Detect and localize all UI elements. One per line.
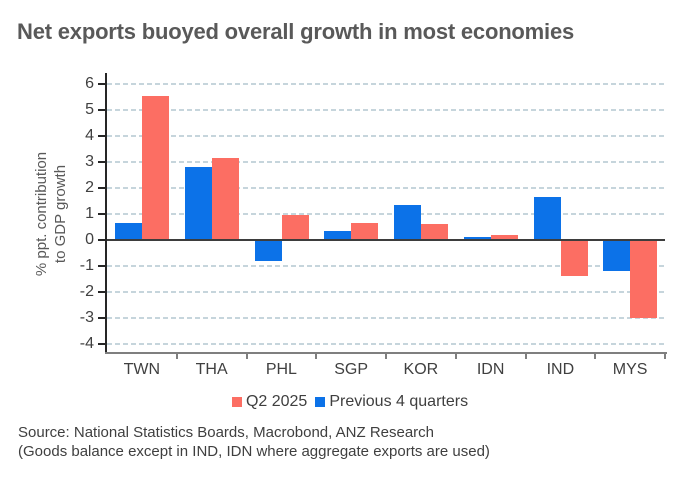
x-tick-mark — [175, 354, 178, 359]
bar-idn-previous-4-quarters — [463, 237, 491, 240]
source-line2: (Goods balance except in IND, IDN where … — [18, 443, 490, 460]
y-tick-label: -3 — [79, 308, 94, 326]
bar-tha-previous-4-quarters — [184, 167, 212, 240]
y-tick-mark — [98, 135, 105, 138]
x-tick-label-ind: IND — [546, 361, 575, 378]
legend-swatch-icon — [231, 397, 242, 407]
x-tick-label-twn: TWN — [123, 361, 161, 378]
chart-title: Net exports buoyed overall growth in mos… — [17, 19, 575, 44]
gridline-y3 — [107, 161, 665, 164]
legend: Q2 2025 Previous 4 quarters — [0, 393, 700, 411]
y-tick-mark — [98, 213, 105, 215]
gridline-y5 — [107, 109, 665, 112]
gridline-y-4 — [107, 342, 665, 345]
y-tick-label: 0 — [85, 230, 94, 248]
x-axis-line — [105, 352, 667, 354]
y-tick-label: -2 — [79, 282, 94, 300]
zero-line — [107, 238, 665, 241]
y-axis-line — [105, 73, 107, 354]
y-tick-mark — [98, 264, 105, 267]
bar-mys-q2-2025 — [630, 239, 658, 318]
y-tick-label: 6 — [85, 75, 94, 93]
gridline-y-2 — [107, 290, 665, 293]
legend-item-previous-4-quarters: Previous 4 quarters — [315, 393, 468, 411]
y-tick-label: 5 — [85, 101, 94, 119]
y-tick-mark — [98, 316, 105, 319]
y-tick-label: -1 — [79, 256, 94, 274]
bar-tha-q2-2025 — [211, 158, 239, 240]
gridline-y1 — [107, 213, 665, 215]
bar-kor-previous-4-quarters — [394, 204, 421, 240]
bar-twn-q2-2025 — [142, 95, 169, 240]
y-tick-mark — [98, 83, 105, 86]
x-tick-mark — [454, 354, 457, 359]
y-tick-mark — [98, 238, 105, 241]
y-tick-mark — [98, 187, 105, 190]
y-tick-label: 1 — [85, 205, 94, 222]
x-tick-label-kor: KOR — [403, 361, 439, 378]
y-tick-label: 2 — [85, 179, 94, 197]
y-tick-mark — [98, 342, 105, 345]
y-tick-label: -4 — [79, 334, 94, 352]
x-tick-mark — [245, 354, 248, 359]
y-tick-mark — [98, 161, 105, 164]
x-tick-mark — [385, 354, 387, 359]
x-tick-label-mys: MYS — [612, 361, 648, 378]
gridline-y-3 — [107, 316, 665, 319]
gridline-y2 — [107, 187, 665, 190]
source-note: Source: National Statistics Boards, Macr… — [18, 423, 490, 461]
x-tick-mark — [524, 354, 527, 359]
legend-item-q2-2025: Q2 2025 — [231, 393, 308, 411]
x-tick-label-phl: PHL — [265, 361, 297, 378]
y-tick-label: 4 — [85, 127, 94, 145]
legend-swatch-icon — [315, 397, 326, 407]
x-tick-label-tha: THA — [195, 361, 228, 378]
bar-phl-previous-4-quarters — [254, 239, 282, 261]
gridline-y-1 — [107, 264, 665, 267]
bar-sgp-previous-4-quarters — [324, 230, 352, 240]
bar-twn-previous-4-quarters — [115, 223, 142, 240]
bar-ind-previous-4-quarters — [533, 197, 561, 240]
source-line1: Source: National Statistics Boards, Macr… — [18, 424, 435, 441]
plot-area — [107, 75, 665, 353]
y-tick-label: 3 — [85, 153, 94, 171]
y-tick-mark — [98, 109, 105, 112]
x-tick-mark — [664, 354, 666, 359]
x-tick-mark — [594, 354, 597, 359]
x-tick-label-sgp: SGP — [334, 361, 369, 378]
bar-kor-q2-2025 — [421, 224, 448, 240]
bar-phl-q2-2025 — [281, 215, 309, 240]
bar-idn-q2-2025 — [490, 234, 518, 240]
x-tick-mark — [315, 354, 318, 359]
y-axis-label-line1: % ppt. contribution — [33, 151, 50, 277]
bar-ind-q2-2025 — [560, 239, 588, 277]
bar-sgp-q2-2025 — [351, 223, 379, 240]
x-tick-label-idn: IDN — [476, 361, 505, 378]
gridline-y6 — [107, 83, 665, 86]
y-tick-mark — [98, 290, 105, 293]
legend-label: Previous 4 quarters — [329, 393, 469, 410]
gridline-y4 — [107, 135, 665, 138]
bar-mys-previous-4-quarters — [603, 239, 631, 272]
legend-label: Q2 2025 — [245, 393, 308, 410]
